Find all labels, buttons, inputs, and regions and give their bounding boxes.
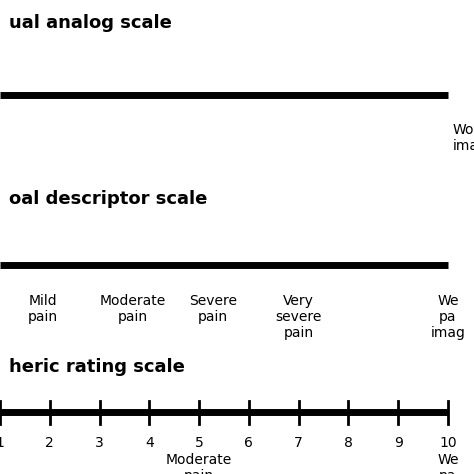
Text: 6: 6: [245, 436, 253, 450]
Text: 3: 3: [95, 436, 104, 450]
Text: oal descriptor scale: oal descriptor scale: [9, 190, 208, 208]
Text: Mild
pain: Mild pain: [27, 294, 58, 324]
Text: heric rating scale: heric rating scale: [9, 358, 185, 376]
Text: 9: 9: [394, 436, 402, 450]
Text: Severe
pain: Severe pain: [189, 294, 237, 324]
Text: 2: 2: [46, 436, 54, 450]
Text: 1: 1: [0, 436, 4, 450]
Text: 4: 4: [145, 436, 154, 450]
Text: 7: 7: [294, 436, 303, 450]
Text: 8: 8: [344, 436, 353, 450]
Text: We
pa
imag: We pa imag: [430, 453, 465, 474]
Text: Wors
imag: Wors imag: [453, 123, 474, 154]
Text: Very
severe
pain: Very severe pain: [275, 294, 322, 340]
Text: ual analog scale: ual analog scale: [9, 14, 173, 32]
Text: 10: 10: [439, 436, 457, 450]
Text: We
pa
imag: We pa imag: [430, 294, 465, 340]
Text: Moderate
pain: Moderate pain: [100, 294, 166, 324]
Text: 5: 5: [195, 436, 203, 450]
Text: Moderate
pain: Moderate pain: [166, 453, 232, 474]
